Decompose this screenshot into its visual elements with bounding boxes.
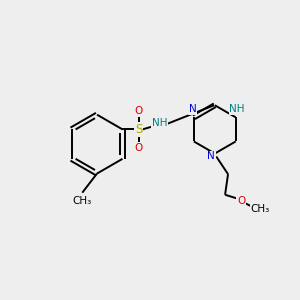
Text: CH₃: CH₃ <box>73 196 92 206</box>
Text: N: N <box>207 152 215 161</box>
Text: O: O <box>135 106 143 116</box>
Text: S: S <box>135 123 142 136</box>
Text: NH: NH <box>152 118 168 128</box>
Text: CH₃: CH₃ <box>251 205 270 214</box>
Text: O: O <box>135 142 143 153</box>
Text: NH: NH <box>230 104 245 114</box>
Text: O: O <box>237 196 245 206</box>
Text: N: N <box>188 104 196 114</box>
